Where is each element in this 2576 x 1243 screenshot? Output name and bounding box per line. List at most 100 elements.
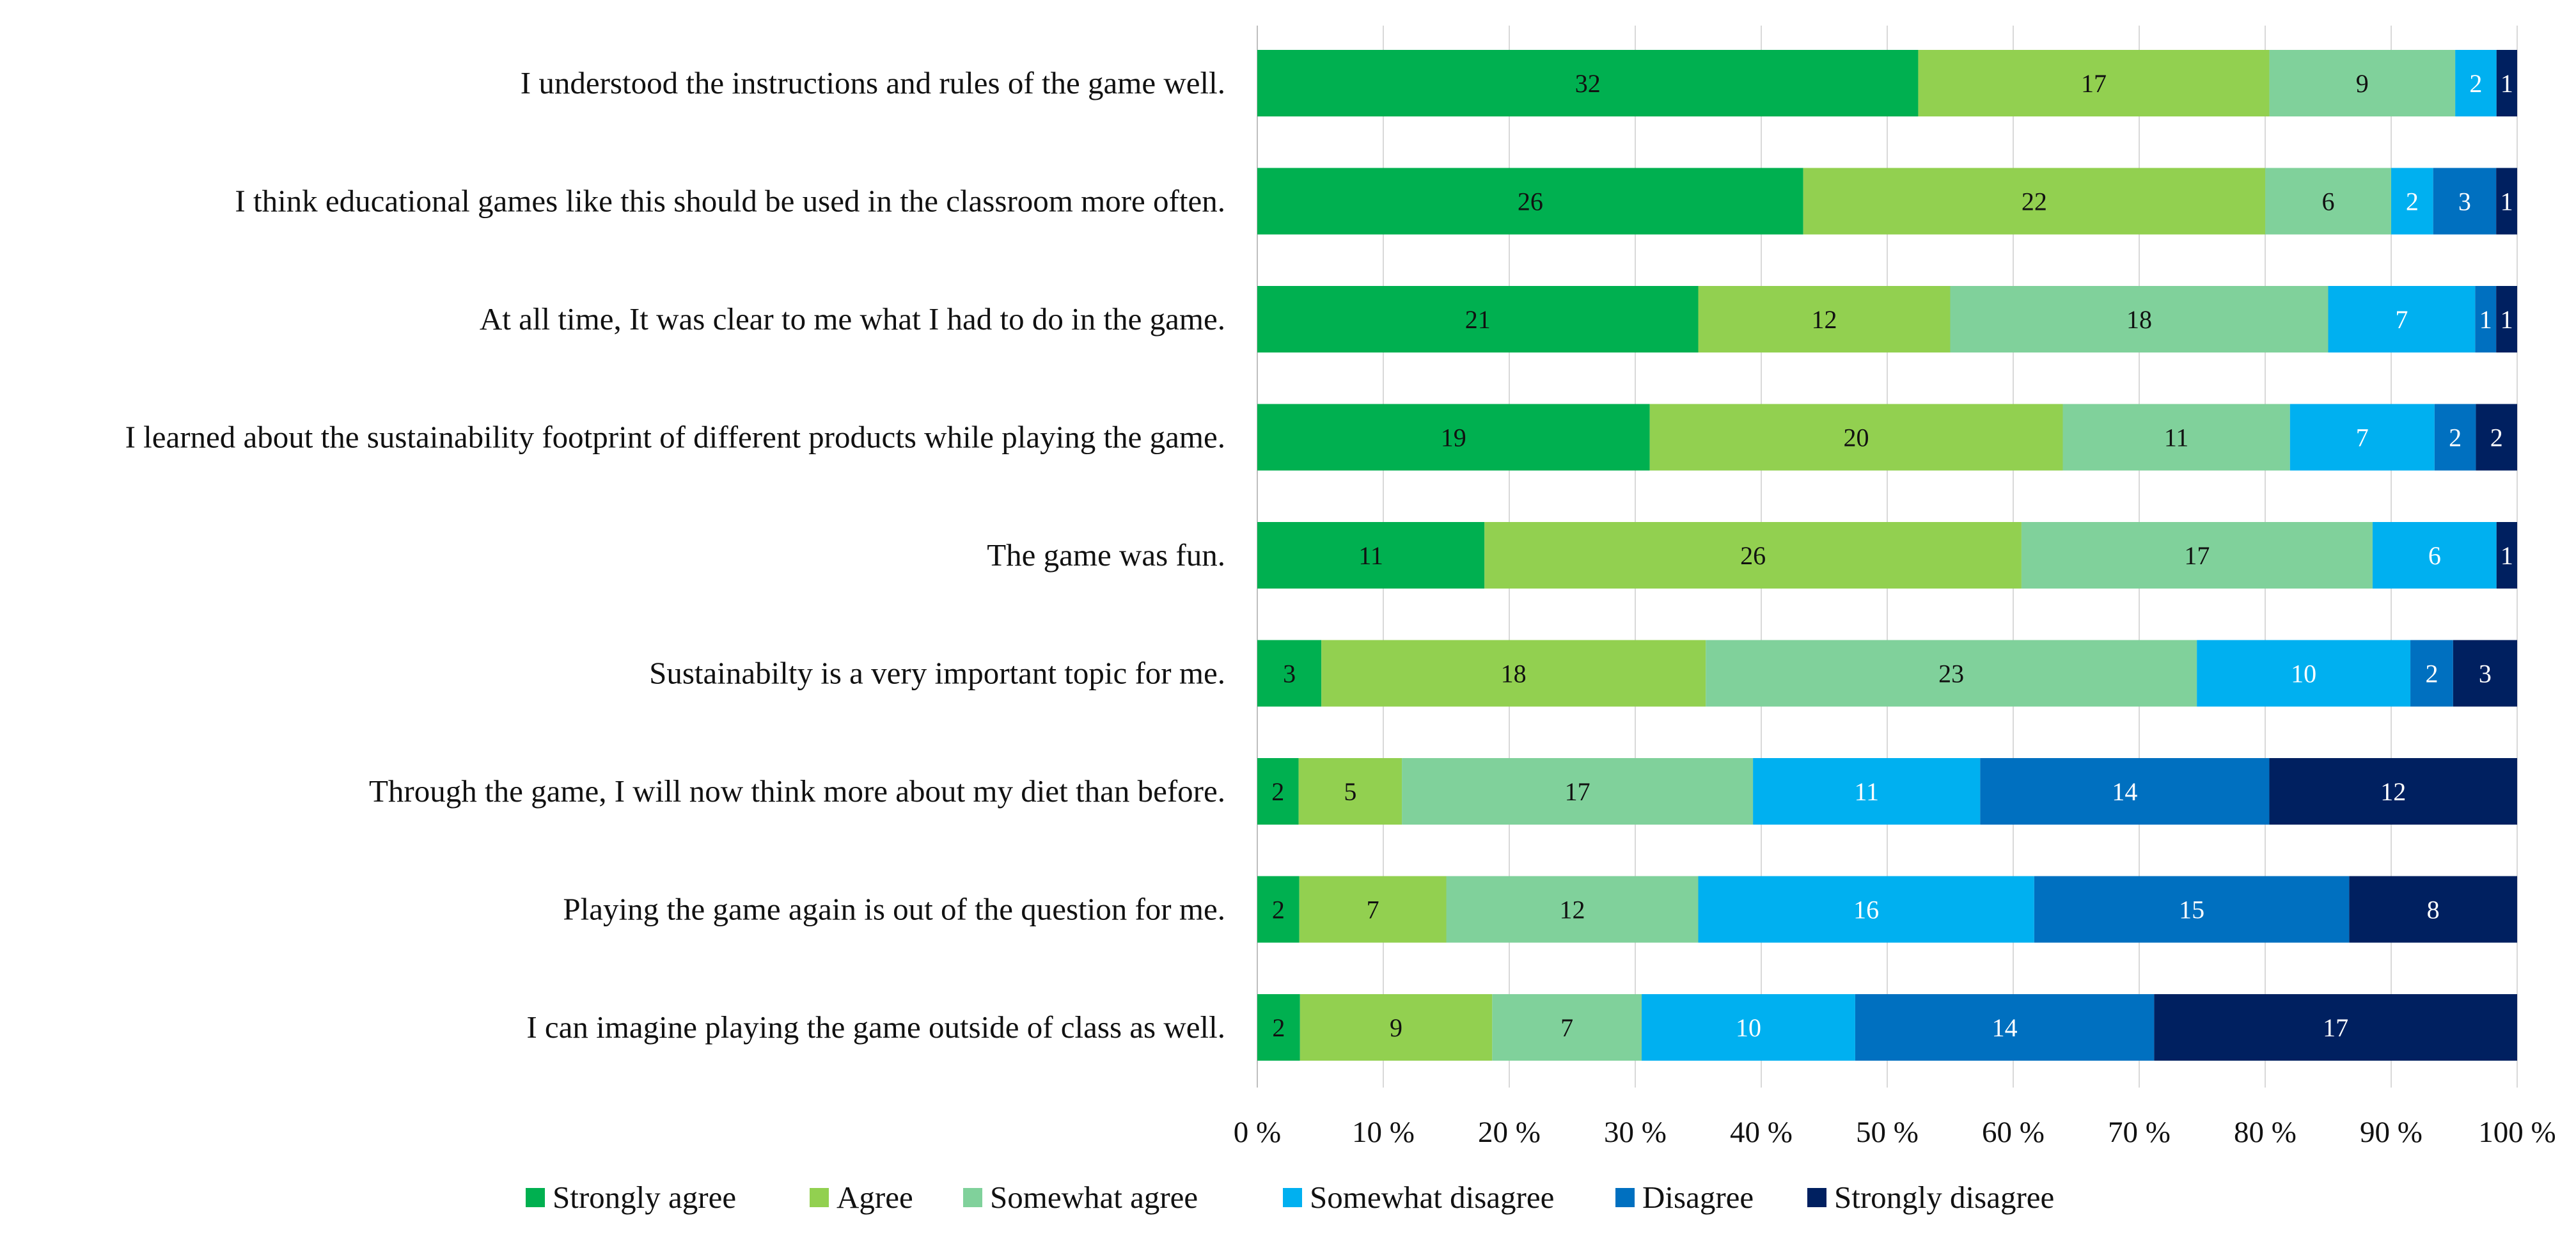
bar-segment-strongly-agree (1257, 758, 1299, 825)
data-label: 5 (1344, 777, 1356, 806)
category-label: The game was fun. (987, 537, 1225, 573)
x-tick-label: 70 % (2108, 1116, 2171, 1149)
bar-segment-agree (1803, 168, 2265, 235)
legend-item-strongly-disagree: Strongly disagree (1807, 1180, 2054, 1215)
data-label: 1 (2501, 305, 2513, 334)
data-label: 6 (2322, 187, 2335, 216)
data-label: 15 (2179, 896, 2204, 924)
legend-item-somewhat-agree: Somewhat agree (963, 1180, 1198, 1215)
legend-label: Somewhat agree (990, 1180, 1198, 1215)
bar-segment-strongly-disagree (2269, 758, 2517, 825)
data-label: 7 (2356, 424, 2369, 452)
data-label: 7 (2395, 305, 2408, 334)
bar-segment-somewhat-disagree (2328, 286, 2476, 352)
data-label: 11 (2164, 424, 2189, 452)
bar-segment-somewhat-disagree (1753, 758, 1981, 825)
data-label: 18 (1501, 660, 1527, 688)
data-label: 12 (2380, 777, 2406, 806)
data-label: 11 (1854, 777, 1879, 806)
bar-segment-strongly-agree (1257, 640, 1322, 707)
legend-label: Agree (836, 1180, 913, 1215)
bar-segment-strongly-disagree (2496, 50, 2517, 116)
bar-segment-disagree (2433, 168, 2497, 235)
bar-segment-somewhat-disagree (2197, 640, 2411, 707)
legend-swatch (963, 1188, 982, 1207)
bar-segment-strongly-disagree (2496, 522, 2517, 589)
bar-segment-strongly-disagree (2496, 168, 2517, 235)
category-labels: I understood the instructions and rules … (125, 65, 1225, 1045)
legend-item-agree: Agree (810, 1180, 913, 1215)
data-label: 19 (1441, 424, 1466, 452)
data-label: 7 (1367, 896, 1379, 924)
bar-segment-strongly-agree (1257, 522, 1485, 589)
x-tick-label: 0 % (1234, 1116, 1281, 1149)
data-label: 9 (2356, 69, 2369, 98)
bar-segment-somewhat-agree (1492, 994, 1642, 1061)
data-label: 1 (2501, 69, 2513, 98)
bar-segment-agree (1298, 758, 1402, 825)
legend-swatch (1615, 1188, 1635, 1207)
data-label: 10 (1736, 1013, 1761, 1042)
bar-segment-somewhat-agree (1446, 876, 1699, 943)
data-label: 1 (2501, 541, 2513, 570)
bar-segment-strongly-agree (1257, 994, 1300, 1061)
data-label: 2 (2406, 187, 2419, 216)
legend-label: Disagree (1642, 1180, 1754, 1215)
x-tick-label: 30 % (1604, 1116, 1667, 1149)
data-label: 1 (2501, 187, 2513, 216)
bars: 32 17 9 2 126 22 6 2 3 121 12 18 7 1 119 20 11 7 2 211 26 17 6… (1257, 50, 2517, 1061)
bar-segment-somewhat-agree (1950, 286, 2329, 352)
data-label: 26 (1740, 541, 1766, 570)
data-label: 12 (1560, 896, 1585, 924)
legend-label: Strongly agree (553, 1180, 736, 1215)
bar-segment-agree (1918, 50, 2270, 116)
bar-segment-disagree (2434, 404, 2476, 471)
data-label: 7 (1560, 1013, 1573, 1042)
data-label: 2 (2490, 424, 2503, 452)
data-label: 2 (1271, 777, 1284, 806)
bar-segment-strongly-agree (1257, 876, 1300, 943)
data-label: 2 (1272, 1013, 1285, 1042)
x-tick-label: 10 % (1352, 1116, 1415, 1149)
x-tick-label: 60 % (1982, 1116, 2045, 1149)
bar-segment-disagree (2410, 640, 2453, 707)
data-label: 14 (2112, 777, 2137, 806)
bar-segment-strongly-disagree (2349, 876, 2517, 943)
data-label: 9 (1390, 1013, 1402, 1042)
bar-segment-strongly-agree (1257, 168, 1803, 235)
bar-segment-somewhat-agree (2269, 50, 2456, 116)
x-axis: 0 % 10 % 20 % 30 % 40 % 50 % 60 % 70 % 80 % 90 % 1… (1234, 1116, 2556, 1149)
legend-item-disagree: Disagree (1615, 1180, 1754, 1215)
x-tick-label: 40 % (1730, 1116, 1793, 1149)
data-label: 17 (1565, 777, 1590, 806)
bar-segment-somewhat-agree (2265, 168, 2391, 235)
data-label: 2 (2449, 424, 2462, 452)
data-label: 22 (2022, 187, 2047, 216)
bar-segment-strongly-disagree (2496, 286, 2517, 352)
bar-segment-somewhat-disagree (1642, 994, 1855, 1061)
legend-swatch (1807, 1188, 1826, 1207)
bar-segment-somewhat-disagree (2289, 404, 2435, 471)
data-label: 10 (2291, 660, 2316, 688)
bar-segment-strongly-disagree (2154, 994, 2517, 1061)
data-label: 23 (1938, 660, 1964, 688)
bar-segment-strongly-disagree (2453, 640, 2517, 707)
bar-segment-agree (1299, 876, 1447, 943)
legend-item-strongly-agree: Strongly agree (526, 1180, 736, 1215)
data-label: 26 (1518, 187, 1543, 216)
category-label: Playing the game again is out of the que… (563, 892, 1225, 927)
data-label: 20 (1844, 424, 1869, 452)
bar-segment-agree (1321, 640, 1706, 707)
x-tick-label: 50 % (1856, 1116, 1919, 1149)
data-label: 1 (2479, 305, 2492, 334)
legend-item-somewhat-disagree: Somewhat disagree (1283, 1180, 1554, 1215)
data-label: 32 (1575, 69, 1601, 98)
bar-segment-strongly-agree (1257, 50, 1919, 116)
x-tick-label: 20 % (1478, 1116, 1541, 1149)
x-tick-label: 80 % (2234, 1116, 2297, 1149)
bar-segment-somewhat-agree (2062, 404, 2290, 471)
bar-segment-disagree (1855, 994, 2155, 1061)
category-label: Through the game, I will now think more … (369, 773, 1225, 809)
bar-segment-somewhat-disagree (2455, 50, 2497, 116)
data-label: 21 (1465, 305, 1491, 334)
